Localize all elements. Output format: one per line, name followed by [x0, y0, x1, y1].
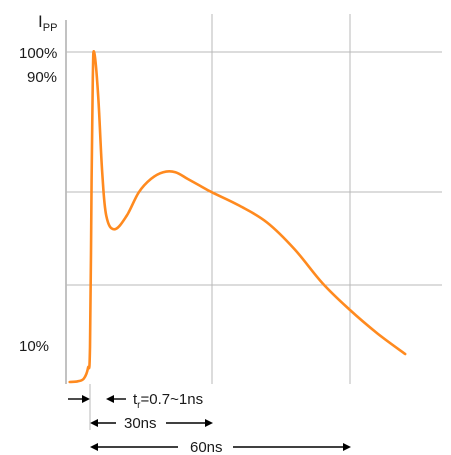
- rise-time-label-rest: =0.7~1ns: [141, 391, 204, 408]
- duration-60ns-annotation: 60ns: [90, 439, 351, 455]
- rise-time-label-t: t: [133, 391, 138, 408]
- rise-time-label: tr=0.7~1ns: [133, 391, 203, 411]
- y-tick-label-10: 10%: [19, 338, 49, 355]
- duration-30ns-annotation: 30ns: [90, 415, 213, 432]
- duration-30ns-label: 30ns: [124, 415, 157, 432]
- y-axis-title: IPP: [38, 12, 57, 34]
- y-tick-label-90: 90%: [27, 69, 57, 86]
- y-tick-label-100: 100%: [19, 45, 57, 62]
- series-line-ipp: [68, 50, 407, 384]
- duration-60ns-label: 60ns: [190, 439, 223, 455]
- y-axis-title-sub: PP: [43, 22, 58, 34]
- rise-time-annotation: tr=0.7~1ns: [68, 391, 203, 411]
- rise-time-label-sub: r: [137, 400, 141, 411]
- y-axis-title-main: I: [38, 12, 43, 31]
- gridlines: [65, 14, 442, 384]
